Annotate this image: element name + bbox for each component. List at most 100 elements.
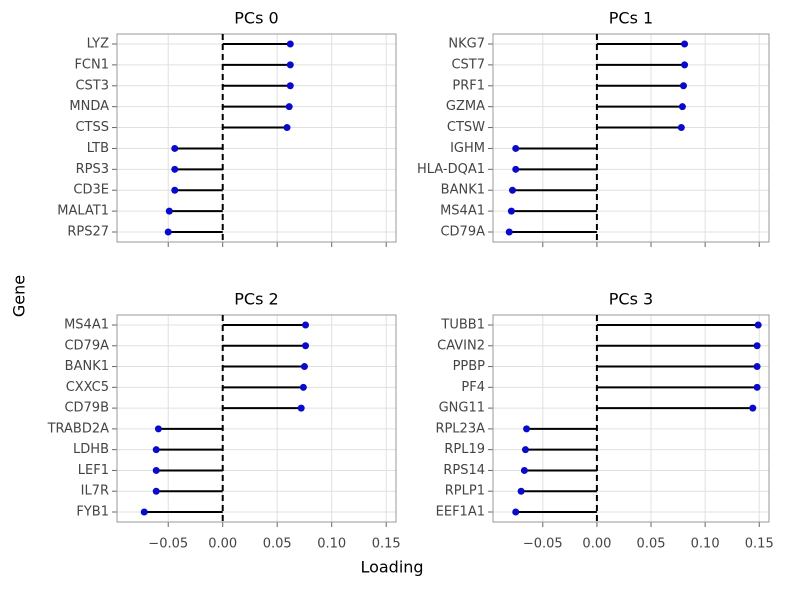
y-tick-label: CST7 xyxy=(451,57,485,72)
y-tick-label: MS4A1 xyxy=(440,204,485,219)
dot xyxy=(505,228,513,236)
dot xyxy=(679,82,687,90)
y-tick-label: MALAT1 xyxy=(57,204,109,219)
panel-title: PCs 1 xyxy=(609,9,653,28)
y-tick-label: FCN1 xyxy=(74,57,109,72)
y-tick-label: CTSS xyxy=(75,120,109,135)
y-tick-label: RPL23A xyxy=(435,421,485,436)
y-tick-label: IGHM xyxy=(450,141,485,156)
x-tick-label: 0.10 xyxy=(691,537,720,552)
y-axis-label: Gene xyxy=(10,275,29,317)
y-tick-label: TUBB1 xyxy=(440,318,485,333)
y-tick-label: LYZ xyxy=(87,37,109,52)
y-tick-label: CXXC5 xyxy=(66,380,109,395)
y-tick-label: GNG11 xyxy=(439,401,485,416)
x-tick-label: 0.05 xyxy=(637,537,666,552)
dot xyxy=(285,103,293,111)
y-tick-label: HLA-DQA1 xyxy=(417,162,485,177)
y-tick-label: CAVIN2 xyxy=(437,338,485,353)
dot xyxy=(286,61,294,69)
x-tick-label: 0.10 xyxy=(317,537,346,552)
y-tick-label: RPL19 xyxy=(444,442,485,457)
dot xyxy=(681,40,689,48)
y-tick-label: LTB xyxy=(87,141,109,156)
x-tick-label: 0.15 xyxy=(372,537,401,552)
dot xyxy=(283,124,291,132)
dot xyxy=(171,144,179,152)
y-tick-label: RPS14 xyxy=(443,463,485,478)
plot-frame xyxy=(116,33,397,243)
y-tick-label: IL7R xyxy=(81,484,109,499)
plot-frame xyxy=(116,314,397,523)
x-tick-label: 0.05 xyxy=(263,537,292,552)
dot xyxy=(164,228,172,236)
dot xyxy=(286,40,294,48)
y-tick-label: CTSW xyxy=(447,120,485,135)
dot xyxy=(297,404,305,412)
dot xyxy=(508,186,516,194)
dot xyxy=(754,321,762,329)
y-tick-label: PPBP xyxy=(453,359,486,374)
x-axis-label: Loading xyxy=(360,558,423,577)
dot xyxy=(286,82,294,90)
y-tick-label: BANK1 xyxy=(65,359,109,374)
x-tick-label: 0.15 xyxy=(745,537,774,552)
y-tick-label: FYB1 xyxy=(76,505,109,520)
dot xyxy=(523,425,531,433)
y-tick-label: CD3E xyxy=(73,183,109,198)
dot xyxy=(678,103,686,111)
panel-title: PCs 3 xyxy=(609,290,653,309)
y-tick-label: TRABD2A xyxy=(47,421,110,436)
dot xyxy=(302,342,310,350)
dot xyxy=(753,383,761,391)
dot xyxy=(302,321,310,329)
y-tick-label: EEF1A1 xyxy=(436,505,485,520)
dot xyxy=(154,425,162,433)
dot xyxy=(152,487,160,495)
y-tick-label: RPLP1 xyxy=(445,484,485,499)
dot xyxy=(517,487,525,495)
y-tick-label: GZMA xyxy=(446,99,485,114)
dot xyxy=(152,466,160,474)
dot xyxy=(520,466,528,474)
y-tick-label: MNDA xyxy=(69,99,109,114)
y-tick-label: PRF1 xyxy=(452,78,485,93)
y-tick-label: LDHB xyxy=(73,442,109,457)
plot-frame xyxy=(492,33,770,243)
dot xyxy=(677,124,685,132)
dot xyxy=(512,165,520,173)
y-tick-label: CST3 xyxy=(75,78,109,93)
y-tick-label: PF4 xyxy=(461,380,485,395)
y-tick-label: BANK1 xyxy=(441,183,485,198)
y-tick-label: RPS3 xyxy=(76,162,109,177)
y-tick-label: NKG7 xyxy=(448,37,485,52)
dot xyxy=(512,508,520,516)
x-tick-label: −0.05 xyxy=(523,537,563,552)
panel-title: PCs 0 xyxy=(234,9,278,28)
y-tick-label: CD79B xyxy=(64,401,109,416)
dot xyxy=(299,383,307,391)
x-tick-label: −0.05 xyxy=(148,537,188,552)
y-tick-label: LEF1 xyxy=(78,463,109,478)
x-tick-label: 0.00 xyxy=(582,537,611,552)
y-tick-label: RPS27 xyxy=(67,225,109,240)
dot xyxy=(749,404,757,412)
dot xyxy=(171,186,179,194)
dot xyxy=(152,446,160,454)
y-tick-label: CD79A xyxy=(64,338,109,353)
dot xyxy=(171,165,179,173)
dot xyxy=(507,207,515,215)
dot xyxy=(512,144,520,152)
dot xyxy=(753,363,761,371)
dot xyxy=(753,342,761,350)
dot xyxy=(521,446,529,454)
y-tick-label: MS4A1 xyxy=(64,318,109,333)
dot xyxy=(140,508,148,516)
dot xyxy=(300,363,308,371)
panel-title: PCs 2 xyxy=(234,290,278,309)
plot-frame xyxy=(492,314,770,523)
y-tick-label: CD79A xyxy=(440,225,485,240)
x-tick-label: 0.00 xyxy=(208,537,237,552)
dot xyxy=(681,61,689,69)
